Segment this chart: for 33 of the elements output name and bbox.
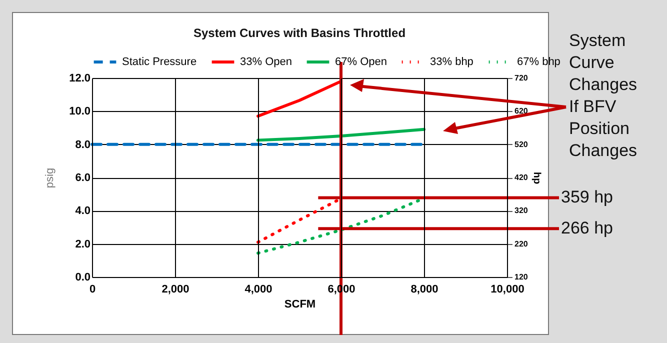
text: System Curve Changes If BFV Position Changes [569, 30, 638, 162]
x-tick-label: 2,000 [162, 284, 190, 296]
x-tick-label: 8,000 [410, 284, 438, 296]
x-tick-label: 4,000 [244, 284, 272, 296]
y2-tick-label: 220 [514, 239, 528, 248]
ref-line-label: 266 hp [561, 218, 613, 238]
y-tick-label: 12.0 [69, 72, 90, 84]
legend-label: 67% Open [335, 56, 387, 68]
y-tick-label: 6.0 [75, 172, 90, 184]
legend-label: Static Pressure [122, 56, 197, 68]
line-series [256, 128, 426, 142]
x-tick-label: 0 [89, 284, 96, 296]
y2-tick-label: 720 [514, 74, 528, 82]
legend-label: 33% Open [240, 56, 292, 68]
y-tick-label: 4.0 [75, 205, 90, 218]
x-tick-label: 10,000 [490, 284, 524, 296]
y-tick-label: 2.0 [75, 238, 90, 250]
line-series [256, 198, 422, 255]
y-tick-label: 10.0 [69, 106, 90, 118]
y-axis-title: psig [44, 168, 56, 188]
y-tick-label: 0.0 [75, 272, 90, 284]
y2-axis-title: hp [530, 172, 542, 184]
y2-tick-label: 620 [514, 106, 528, 116]
y2-tick-label: 520 [514, 140, 528, 149]
y2-tick-label: 120 [514, 272, 528, 282]
y2-tick-label: 420 [514, 173, 528, 182]
x-axis-title: SCFM [284, 298, 316, 310]
legend-label: 67% bhp [517, 56, 560, 68]
y-tick-label: 8.0 [75, 138, 90, 151]
ref-line-label: 359 hp [561, 188, 613, 207]
legend-label: 33% bhp [430, 56, 474, 68]
y2-tick-label: 320 [514, 206, 528, 216]
chart-title: System Curves with Basins Throttled [193, 26, 406, 40]
